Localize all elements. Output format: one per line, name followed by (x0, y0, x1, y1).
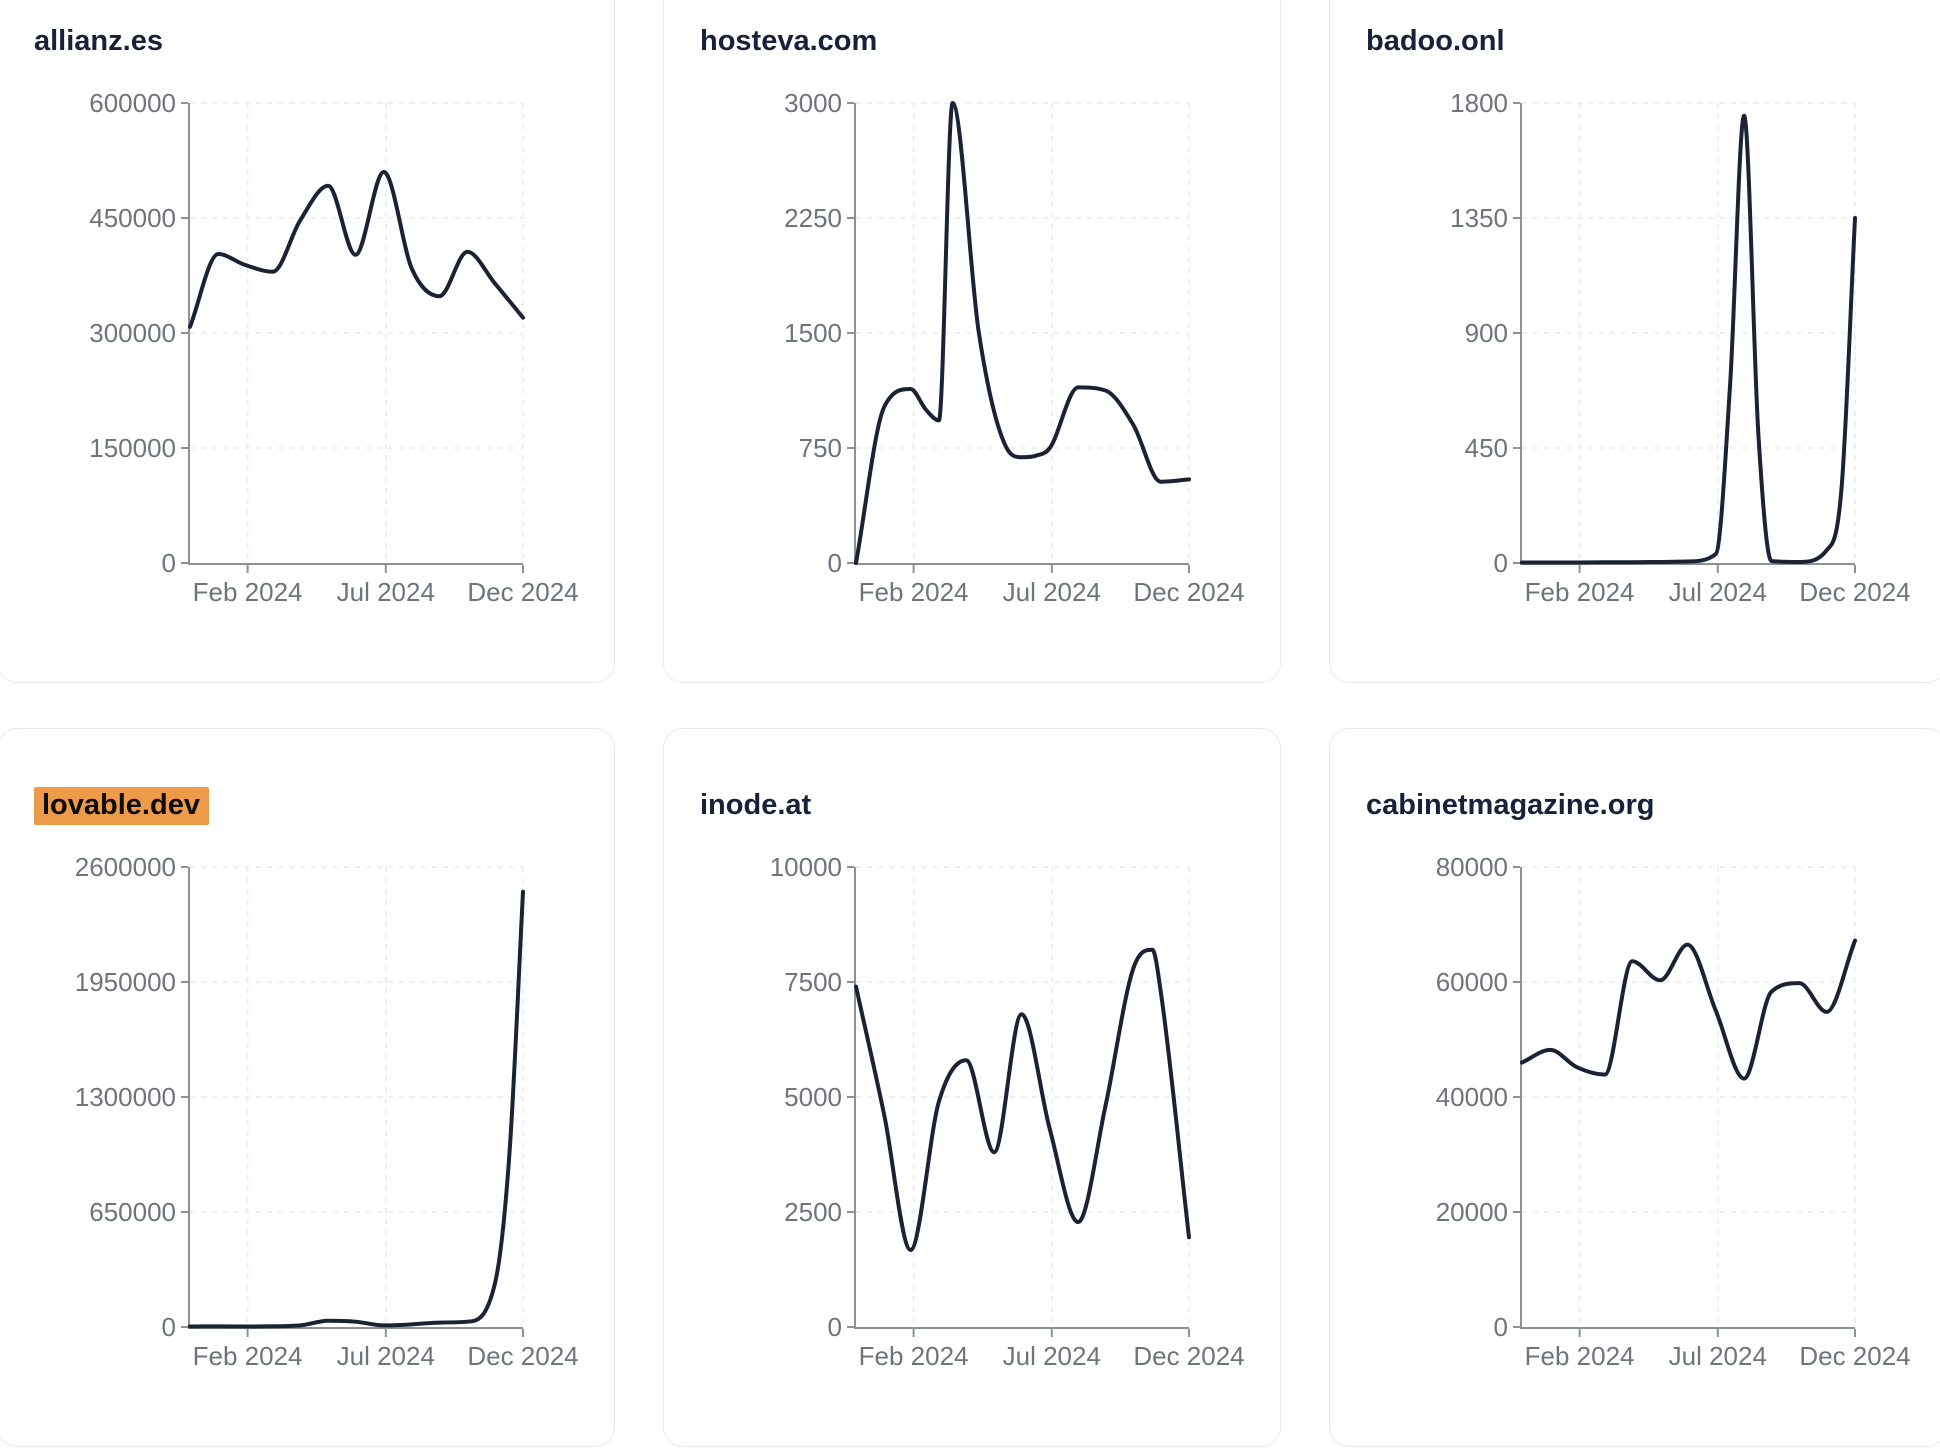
y-axis-tick-label: 1950000 (75, 967, 176, 997)
grid-lines (1522, 102, 1856, 563)
axes (1513, 102, 1856, 573)
domain-chart-card[interactable]: allianz.es 0 150000 300000 450000 600000 Feb … (0, 0, 615, 683)
y-axis-tick-label: 2600000 (75, 852, 176, 882)
x-axis-tick-label: Jul 2024 (1669, 1341, 1767, 1371)
y-axis-tick-label: 1350 (1450, 203, 1508, 233)
y-axis-tick-label: 60000 (1436, 967, 1508, 997)
y-axis-tick-label: 0 (162, 548, 176, 578)
grid-lines (856, 866, 1190, 1327)
x-axis-tick-label: Jul 2024 (337, 577, 435, 607)
domain-chart-card[interactable]: cabinetmagazine.org 0 20000 40000 60000 8000… (1329, 728, 1940, 1447)
y-axis-tick-label: 750 (799, 433, 842, 463)
domain-chart-card[interactable]: inode.at 0 2500 5000 7500 10000 Feb 2024 Jul 2… (663, 728, 1281, 1447)
y-axis-tick-label: 0 (162, 1312, 176, 1342)
axes (181, 866, 524, 1337)
domain-title-text: allianz.es (34, 25, 163, 57)
domain-chart-card[interactable]: hosteva.com 0 750 1500 2250 3000 Feb 2024 Jul … (663, 0, 1281, 683)
trend-line (1520, 938, 1857, 1081)
axes (847, 102, 1190, 573)
x-axis-tick-label: Feb 2024 (193, 1341, 303, 1371)
trend-line (854, 947, 1191, 1252)
trend-line (854, 101, 1191, 565)
domain-chart-card[interactable]: lovable.dev 0 650000 1300000 1950000 2600000… (0, 728, 615, 1447)
domain-title-text: inode.at (700, 789, 812, 821)
x-axis-tick-label: Feb 2024 (1525, 1341, 1635, 1371)
domain-title: inode.at (700, 785, 1280, 825)
y-axis-tick-label: 0 (828, 1312, 842, 1342)
grid-lines (1522, 866, 1856, 1327)
x-axis-tick-label: Dec 2024 (1133, 577, 1244, 607)
x-axis-tick-label: Dec 2024 (467, 1341, 578, 1371)
y-axis-tick-label: 150000 (89, 433, 176, 463)
y-axis-tick-label: 0 (828, 548, 842, 578)
domain-title-text: cabinetmagazine.org (1366, 789, 1655, 821)
x-axis-tick-label: Dec 2024 (1133, 1341, 1244, 1371)
line-chart: 0 2500 5000 7500 10000 Feb 2024 Jul 2024 Dec 20… (770, 852, 1245, 1371)
x-axis-tick-label: Jul 2024 (337, 1341, 435, 1371)
y-axis-tick-label: 650000 (89, 1197, 176, 1227)
axes (1513, 866, 1856, 1337)
y-axis-tick-label: 10000 (770, 852, 842, 882)
x-axis-tick-label: Dec 2024 (1799, 577, 1910, 607)
y-axis-tick-label: 0 (1494, 1312, 1508, 1342)
x-axis-tick-label: Dec 2024 (1799, 1341, 1910, 1371)
grid-lines (856, 102, 1190, 563)
y-axis-tick-label: 7500 (784, 967, 842, 997)
trend-line (188, 889, 525, 1329)
y-axis-tick-label: 3000 (784, 88, 842, 118)
line-chart: 0 450 900 1350 1800 Feb 2024 Jul 2024 Dec 2024 (1450, 88, 1911, 607)
domain-title-text: hosteva.com (700, 25, 878, 57)
domain-chart-card[interactable]: badoo.onl 0 450 900 1350 1800 Feb 2024 Jul 202… (1329, 0, 1940, 683)
y-axis-tick-label: 5000 (784, 1082, 842, 1112)
x-axis-tick-label: Jul 2024 (1003, 577, 1101, 607)
domain-title-highlighted: lovable.dev (34, 787, 209, 825)
domain-title: cabinetmagazine.org (1366, 785, 1940, 825)
y-axis-tick-label: 1500 (784, 318, 842, 348)
y-axis-tick-label: 300000 (89, 318, 176, 348)
y-axis-tick-label: 600000 (89, 88, 176, 118)
line-chart: 0 650000 1300000 1950000 2600000 Feb 2024 Jul … (75, 852, 579, 1371)
y-axis-tick-label: 1800 (1450, 88, 1508, 118)
y-axis-tick-label: 900 (1465, 318, 1508, 348)
line-chart: 0 750 1500 2250 3000 Feb 2024 Jul 2024 Dec 2024 (784, 88, 1245, 607)
line-chart: 0 20000 40000 60000 80000 Feb 2024 Jul 2024 Dec… (1436, 852, 1911, 1371)
domain-title-text: badoo.onl (1366, 25, 1505, 57)
x-axis-tick-label: Feb 2024 (1525, 577, 1635, 607)
domain-title: badoo.onl (1366, 21, 1940, 61)
x-axis-tick-label: Feb 2024 (859, 577, 969, 607)
grid-lines (190, 866, 524, 1327)
x-axis-tick-label: Jul 2024 (1669, 577, 1767, 607)
y-axis-tick-label: 450 (1465, 433, 1508, 463)
domain-title: lovable.dev (34, 785, 614, 825)
domain-title: hosteva.com (700, 21, 1280, 61)
x-axis-tick-label: Feb 2024 (859, 1341, 969, 1371)
y-axis-tick-label: 1300000 (75, 1082, 176, 1112)
axes (181, 102, 524, 573)
y-axis-tick-label: 20000 (1436, 1197, 1508, 1227)
y-axis-tick-label: 2500 (784, 1197, 842, 1227)
domain-title: allianz.es (34, 21, 614, 61)
y-axis-tick-label: 450000 (89, 203, 176, 233)
x-axis-tick-label: Feb 2024 (193, 577, 303, 607)
grid-lines (190, 102, 524, 563)
x-axis-tick-label: Jul 2024 (1003, 1341, 1101, 1371)
y-axis-tick-label: 40000 (1436, 1082, 1508, 1112)
line-chart: 0 150000 300000 450000 600000 Feb 2024 Jul 202… (89, 88, 578, 607)
trend-line (1520, 113, 1857, 565)
trend-line (188, 170, 525, 329)
x-axis-tick-label: Dec 2024 (467, 577, 578, 607)
y-axis-tick-label: 2250 (784, 203, 842, 233)
y-axis-tick-label: 80000 (1436, 852, 1508, 882)
y-axis-tick-label: 0 (1494, 548, 1508, 578)
axes (847, 866, 1190, 1337)
